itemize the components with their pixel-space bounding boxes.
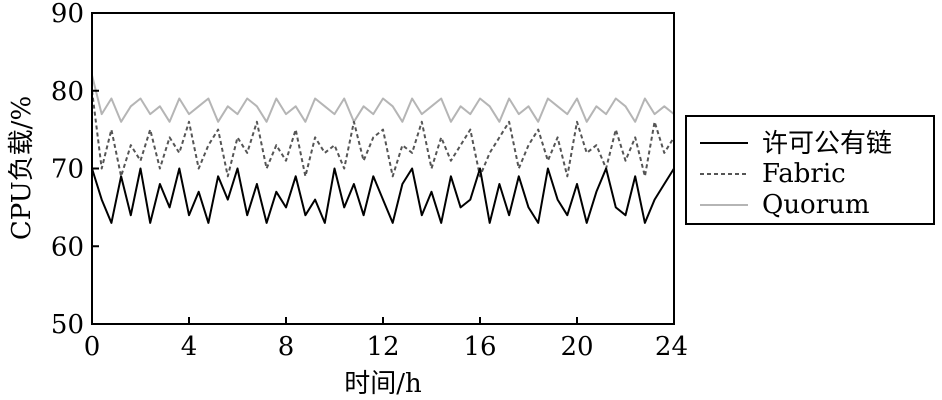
y-tick-label: 70: [51, 155, 84, 185]
y-axis: 50 60 70 80 90: [51, 0, 99, 340]
y-tick-label: 50: [51, 310, 84, 340]
y-tick-label: 60: [51, 232, 84, 262]
x-tick-label: 20: [560, 332, 593, 362]
series-lines: [91, 74, 675, 224]
y-tick-label: 90: [51, 0, 84, 29]
legend-label-series-3: Quorum: [762, 190, 870, 220]
x-tick-label: 12: [366, 332, 399, 362]
y-axis-title: CPU负载/%: [7, 96, 37, 240]
legend-label-series-1: 许可公有链: [762, 129, 892, 159]
x-tick-label: 8: [278, 332, 295, 362]
y-tick-label: 80: [51, 77, 84, 107]
x-tick-label: 4: [181, 332, 198, 362]
legend: 许可公有链 Fabric Quorum: [685, 115, 935, 225]
series-line-2: [91, 90, 675, 178]
x-tick-label: 0: [84, 332, 101, 362]
series-line-1: [91, 167, 675, 224]
x-tick-label: 24: [655, 332, 688, 362]
legend-label-series-2: Fabric: [762, 159, 846, 189]
x-tick-label: 16: [463, 332, 496, 362]
x-axis-title: 时间/h: [344, 369, 422, 399]
series-line-3: [91, 74, 675, 123]
x-axis: 0 4 8 12 16 20 24: [84, 317, 688, 362]
